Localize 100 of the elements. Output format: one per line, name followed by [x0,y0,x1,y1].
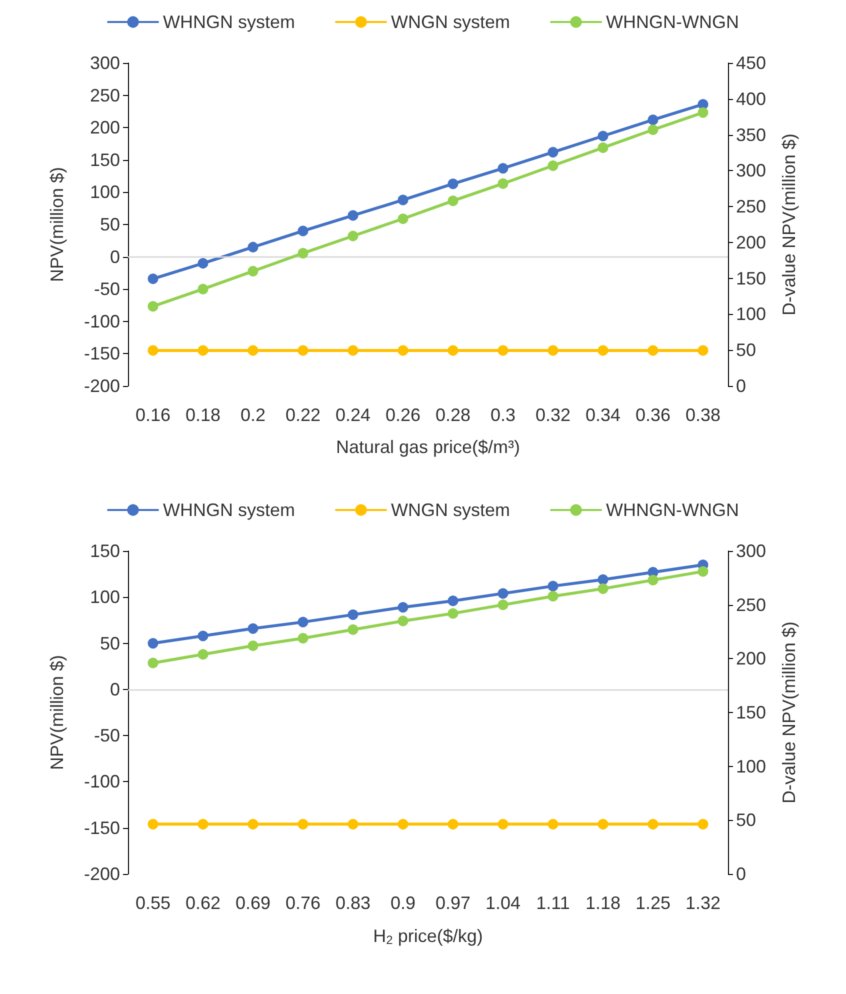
y2-tick-label: 200 [736,648,766,669]
point [198,284,208,294]
x-tick-label: 0.38 [685,405,721,425]
y2-tick-label: 300 [736,541,766,561]
x-tick-label: 0.16 [135,405,171,425]
y-tick-label: 150 [90,150,120,170]
point [548,345,558,356]
point [448,345,458,356]
y-tick-label: -150 [84,818,120,838]
y-tick-label: 100 [90,587,120,608]
point [398,345,408,356]
point [648,114,658,126]
point [598,583,608,594]
y2-tick-label: 400 [736,88,766,109]
point [148,638,158,649]
point [248,818,258,830]
x-axis-title: Natural gas price($/m³) [336,437,520,457]
y2-tick-label: 200 [736,232,766,252]
point [148,345,158,356]
x-tick-label: 0.2 [240,405,266,425]
point [148,658,158,668]
y-tick-label: 100 [90,182,120,202]
point [698,566,708,577]
point [348,230,358,242]
y2-tick-label: 450 [736,53,766,73]
x-tick-label: 0.26 [385,405,421,425]
point [548,160,558,171]
y-tick-label: -50 [94,726,120,746]
point [648,818,658,830]
point [398,214,408,224]
x-tick-label: 1.32 [685,893,721,913]
point [198,649,208,660]
point [248,623,258,634]
y-tick-label: 50 [100,633,120,654]
point [498,163,508,174]
point [448,818,458,830]
y2-tick-label: 150 [736,702,766,722]
point [348,345,358,356]
y-tick-label: 50 [100,214,120,234]
x-tick-label: 0.18 [185,405,221,425]
x-tick-label: 0.9 [390,893,416,913]
point [248,345,258,356]
point [148,274,158,284]
point [298,818,308,830]
x-tick-label: 1.25 [635,893,671,913]
point [598,574,608,585]
point [198,258,208,269]
point [498,600,508,610]
y2-tick-label: 50 [736,810,756,830]
point [448,608,458,619]
point [398,194,408,206]
y2-axis-title: D-value NPV(million $) [779,621,799,804]
point [498,178,508,189]
point [698,345,708,356]
y2-tick-label: 100 [736,756,766,776]
y-tick-label: -150 [84,344,120,364]
point [348,609,358,620]
y2-tick-label: 50 [736,340,756,360]
x-tick-label: 0.62 [185,893,221,913]
point [598,142,608,153]
x-tick-label: 0.32 [535,405,571,425]
legend-label: WNGN system [391,12,510,32]
y-tick-label: -100 [84,311,120,332]
y-tick-label: 0 [110,246,120,267]
point [448,178,458,190]
point [198,818,208,830]
point [598,130,608,142]
point [298,632,308,644]
legend-label: WHNGN-WNGN [606,500,739,520]
x-tick-label: 0.69 [235,893,271,913]
y-axis-title: NPV(million $) [47,654,67,770]
point [498,818,508,830]
point [548,590,558,602]
point [348,818,358,830]
point [348,210,358,221]
point [448,196,458,206]
point [298,248,308,258]
x-tick-label: 0.22 [285,405,321,425]
x-tick-label: 0.36 [635,405,671,425]
y-tick-label: 150 [90,541,120,561]
point [298,226,308,236]
y-axis-title: NPV(million $) [47,166,67,282]
point [348,624,358,635]
x-tick-label: 0.34 [585,405,621,425]
x-tick-label: 0.3 [490,405,516,425]
point [648,124,658,135]
point [298,616,308,628]
point [648,574,658,586]
y-tick-label: 250 [90,85,120,106]
point [298,345,308,356]
point [148,301,158,312]
point [248,266,258,276]
y2-tick-label: 100 [736,304,766,324]
point [498,588,508,599]
x-tick-label: 1.04 [485,893,521,913]
legend-label: WHNGN system [163,12,296,32]
legend-label: WHNGN-WNGN [606,12,739,32]
point [548,580,558,592]
x-tick-label: 0.97 [435,893,471,913]
point [648,345,658,356]
